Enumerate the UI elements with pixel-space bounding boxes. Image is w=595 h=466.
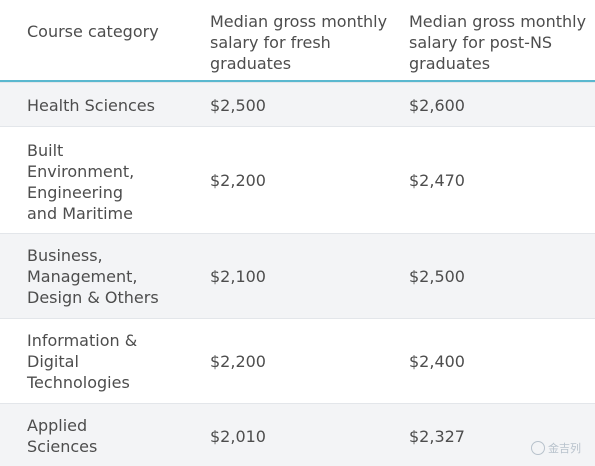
row-category: Built Environment, Engineering and Marit… [27, 141, 135, 223]
table-row: Applied Sciences $2,010 $2,327 [0, 403, 595, 466]
watermark-text: 金吉列 [548, 442, 581, 455]
table-row: Business, Management, Design & Others $2… [0, 233, 595, 318]
row-category: Applied Sciences [27, 416, 98, 456]
header-fresh-graduates: Median gross monthly salary for fresh gr… [210, 12, 388, 73]
header-course-category: Course category [27, 22, 159, 41]
row-post-ns-salary: $2,327 [409, 427, 465, 446]
row-fresh-salary: $2,200 [210, 352, 266, 371]
row-fresh-salary: $2,010 [210, 427, 266, 446]
row-post-ns-salary: $2,470 [409, 171, 465, 190]
table-row: Information & Digital Technologies $2,20… [0, 318, 595, 403]
row-category: Business, Management, Design & Others [27, 246, 159, 307]
row-category: Information & Digital Technologies [27, 331, 138, 392]
row-post-ns-salary: $2,600 [409, 96, 465, 115]
row-fresh-salary: $2,100 [210, 267, 266, 286]
table-row: Built Environment, Engineering and Marit… [0, 126, 595, 233]
row-post-ns-salary: $2,500 [409, 267, 465, 286]
watermark: 金吉列 [531, 440, 581, 456]
table-header: Course category Median gross monthly sal… [0, 0, 595, 82]
header-post-ns-graduates: Median gross monthly salary for post-NS … [409, 12, 587, 73]
row-fresh-salary: $2,500 [210, 96, 266, 115]
row-post-ns-salary: $2,400 [409, 352, 465, 371]
row-category: Health Sciences [27, 96, 155, 115]
table-row: Health Sciences $2,500 $2,600 [0, 82, 595, 126]
watermark-logo-icon [531, 441, 545, 455]
row-fresh-salary: $2,200 [210, 171, 266, 190]
